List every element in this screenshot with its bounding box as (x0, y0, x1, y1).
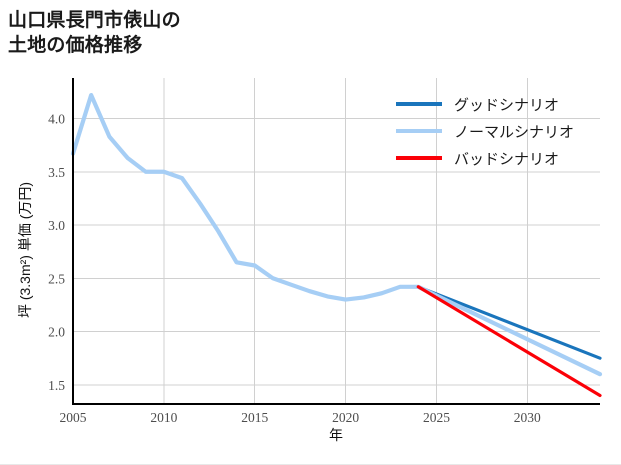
axis-spines (71, 78, 600, 406)
x-tick-label: 2005 (60, 410, 87, 425)
y-tick-label: 3.5 (48, 165, 65, 180)
y-tick-label: 2.0 (48, 325, 65, 340)
x-tick-label: 2030 (514, 410, 541, 425)
x-tick-label: 2020 (332, 410, 359, 425)
x-axis-tick-labels: 2005 2010 2015 2020 2025 2030 (60, 410, 542, 425)
y-tick-label: 3.0 (48, 218, 65, 233)
y-axis-tick-labels: 1.5 2.0 2.5 3.0 3.5 4.0 (48, 111, 65, 392)
y-tick-label: 2.5 (48, 271, 65, 286)
x-axis-title: 年 (329, 427, 343, 443)
legend-label-ノーマルシナリオ: ノーマルシナリオ (454, 125, 574, 141)
y-tick-label: 1.5 (48, 378, 65, 393)
legend-label-グッドシナリオ: グッドシナリオ (454, 97, 559, 114)
series-line-グッドシナリオ (416, 285, 602, 360)
series-line-バッドシナリオ (416, 285, 602, 398)
y-tick-label: 4.0 (48, 111, 65, 126)
series-lines (70, 92, 603, 398)
page-title: 山口県長門市俵山の 土地の価格推移 (8, 10, 181, 57)
x-tick-label: 2015 (241, 410, 268, 425)
series-line-ノーマルシナリオ (70, 92, 603, 377)
x-tick-label: 2025 (423, 410, 450, 425)
y-axis-title: 坪 (3.3m²) 単価 (万円) (17, 182, 33, 318)
x-tick-label: 2010 (150, 410, 177, 425)
legend-label-バッドシナリオ: バッドシナリオ (454, 152, 559, 168)
